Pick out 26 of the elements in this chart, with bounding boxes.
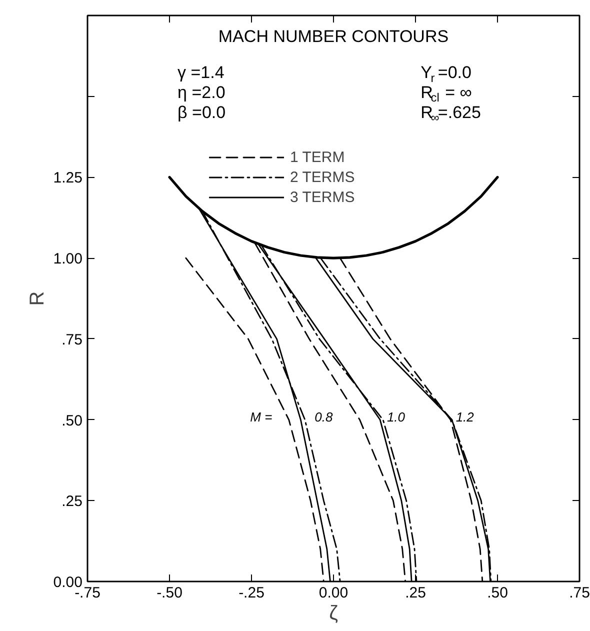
y-tick-label: 1.25	[53, 170, 83, 187]
legend-label: 2 TERMS	[290, 168, 355, 186]
x-axis-title: ζ	[329, 602, 338, 624]
annotation: M =	[250, 409, 273, 424]
y-tick-label: .50	[62, 412, 83, 430]
x-tick-label: .50	[487, 584, 508, 602]
y-axis-title: R	[26, 291, 48, 306]
y-tick-label: 1.00	[53, 250, 83, 268]
x-tick-label: .25	[405, 584, 426, 602]
annotation: 0.8	[314, 409, 334, 424]
text: MACH NUMBER CONTOURS	[218, 26, 449, 46]
annotation: γ =1.4	[178, 63, 224, 82]
annotation: η =2.0	[178, 82, 226, 102]
x-tick-label: 0.00	[318, 584, 348, 602]
x-tick-label: .75	[569, 584, 590, 602]
x-tick-label: -.25	[238, 584, 264, 602]
legend-label: 1 TERM	[290, 148, 345, 166]
y-tick-label: .75	[62, 331, 83, 348]
annotation: β =0.0	[178, 102, 226, 122]
y-tick-label: 0.00	[53, 574, 83, 591]
annotation: 1.0	[386, 409, 406, 424]
legend-label: 3 TERMS	[290, 188, 355, 206]
annotation: R∞=.625	[420, 102, 481, 124]
x-tick-label: -.50	[156, 584, 182, 602]
y-tick-label: .25	[62, 493, 83, 510]
annotation: 1.2	[456, 409, 475, 424]
